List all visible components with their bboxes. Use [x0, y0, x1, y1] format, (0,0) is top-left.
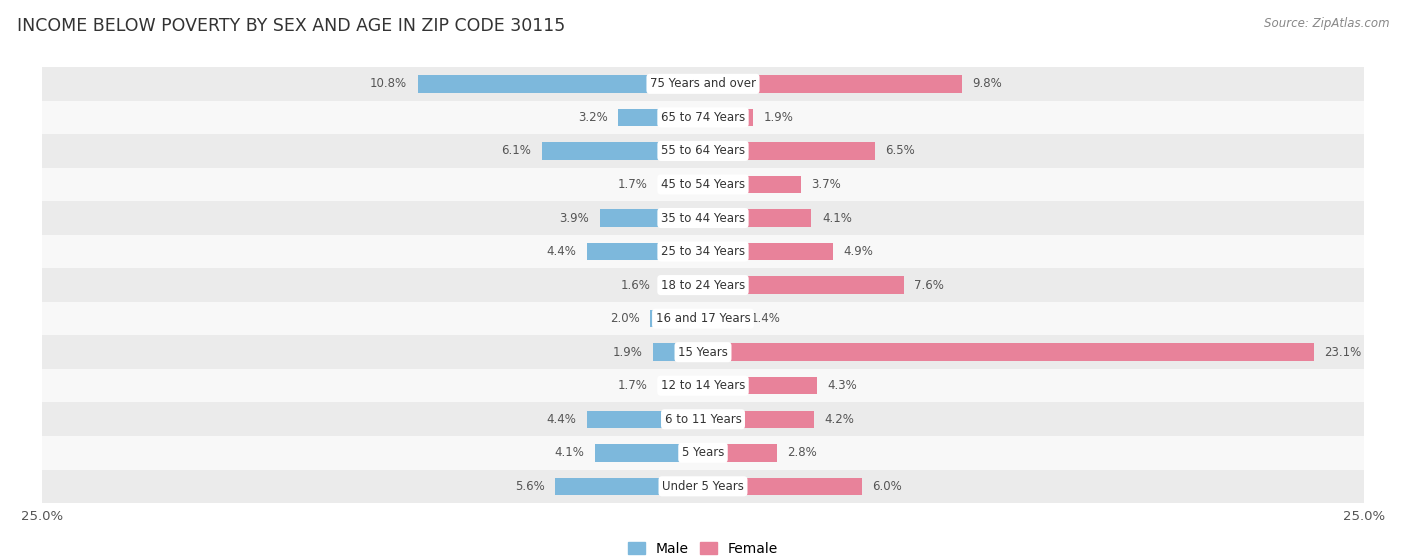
Bar — [650, 310, 703, 328]
Bar — [703, 377, 817, 395]
Bar — [658, 377, 703, 395]
Text: 3.9%: 3.9% — [560, 211, 589, 225]
Bar — [703, 108, 754, 126]
Text: 9.8%: 9.8% — [973, 77, 1002, 91]
Bar — [42, 134, 1364, 168]
Bar — [586, 410, 703, 428]
Text: 65 to 74 Years: 65 to 74 Years — [661, 111, 745, 124]
Text: 1.4%: 1.4% — [751, 312, 780, 325]
Bar — [652, 343, 703, 361]
Text: 75 Years and over: 75 Years and over — [650, 77, 756, 91]
Text: 35 to 44 Years: 35 to 44 Years — [661, 211, 745, 225]
Bar — [703, 477, 862, 495]
Text: 16 and 17 Years: 16 and 17 Years — [655, 312, 751, 325]
Text: 25 to 34 Years: 25 to 34 Years — [661, 245, 745, 258]
Text: 5 Years: 5 Years — [682, 446, 724, 459]
Bar — [42, 436, 1364, 470]
Text: 7.6%: 7.6% — [914, 278, 945, 292]
Text: 6.1%: 6.1% — [502, 144, 531, 158]
Text: Under 5 Years: Under 5 Years — [662, 480, 744, 493]
Bar — [619, 108, 703, 126]
Text: 5.6%: 5.6% — [515, 480, 544, 493]
Text: 1.7%: 1.7% — [617, 379, 648, 392]
Bar — [42, 470, 1364, 503]
Bar — [42, 335, 1364, 369]
Bar — [703, 142, 875, 160]
Bar — [42, 302, 1364, 335]
Bar — [703, 276, 904, 294]
Bar — [42, 168, 1364, 201]
Text: 1.9%: 1.9% — [613, 345, 643, 359]
Text: 2.8%: 2.8% — [787, 446, 817, 459]
Text: Source: ZipAtlas.com: Source: ZipAtlas.com — [1264, 17, 1389, 30]
Text: 2.0%: 2.0% — [610, 312, 640, 325]
Text: 4.9%: 4.9% — [844, 245, 873, 258]
Bar — [42, 235, 1364, 268]
Bar — [595, 444, 703, 462]
Bar — [42, 101, 1364, 134]
Text: 15 Years: 15 Years — [678, 345, 728, 359]
Text: INCOME BELOW POVERTY BY SEX AND AGE IN ZIP CODE 30115: INCOME BELOW POVERTY BY SEX AND AGE IN Z… — [17, 17, 565, 35]
Bar — [42, 402, 1364, 436]
Text: 12 to 14 Years: 12 to 14 Years — [661, 379, 745, 392]
Text: 4.2%: 4.2% — [824, 413, 855, 426]
Bar — [42, 268, 1364, 302]
Text: 55 to 64 Years: 55 to 64 Years — [661, 144, 745, 158]
Bar — [600, 209, 703, 227]
Bar — [418, 75, 703, 93]
Text: 1.7%: 1.7% — [617, 178, 648, 191]
Text: 45 to 54 Years: 45 to 54 Years — [661, 178, 745, 191]
Text: 10.8%: 10.8% — [370, 77, 406, 91]
Bar — [703, 243, 832, 260]
Bar — [703, 75, 962, 93]
Text: 6 to 11 Years: 6 to 11 Years — [665, 413, 741, 426]
Text: 4.1%: 4.1% — [554, 446, 583, 459]
Bar — [661, 276, 703, 294]
Bar — [42, 67, 1364, 101]
Legend: Male, Female: Male, Female — [623, 537, 783, 559]
Bar — [703, 209, 811, 227]
Text: 4.4%: 4.4% — [547, 413, 576, 426]
Text: 4.3%: 4.3% — [827, 379, 858, 392]
Bar — [586, 243, 703, 260]
Text: 18 to 24 Years: 18 to 24 Years — [661, 278, 745, 292]
Bar — [541, 142, 703, 160]
Text: 6.5%: 6.5% — [886, 144, 915, 158]
Text: 4.4%: 4.4% — [547, 245, 576, 258]
Bar — [703, 444, 778, 462]
Text: 23.1%: 23.1% — [1324, 345, 1361, 359]
Bar — [42, 201, 1364, 235]
Bar — [555, 477, 703, 495]
Text: 6.0%: 6.0% — [872, 480, 901, 493]
Text: 1.6%: 1.6% — [620, 278, 650, 292]
Bar — [703, 310, 740, 328]
Bar — [42, 369, 1364, 402]
Text: 4.1%: 4.1% — [823, 211, 852, 225]
Bar — [658, 176, 703, 193]
Text: 3.7%: 3.7% — [811, 178, 841, 191]
Bar — [703, 176, 801, 193]
Text: 1.9%: 1.9% — [763, 111, 793, 124]
Bar — [703, 343, 1313, 361]
Bar — [703, 410, 814, 428]
Text: 3.2%: 3.2% — [578, 111, 607, 124]
